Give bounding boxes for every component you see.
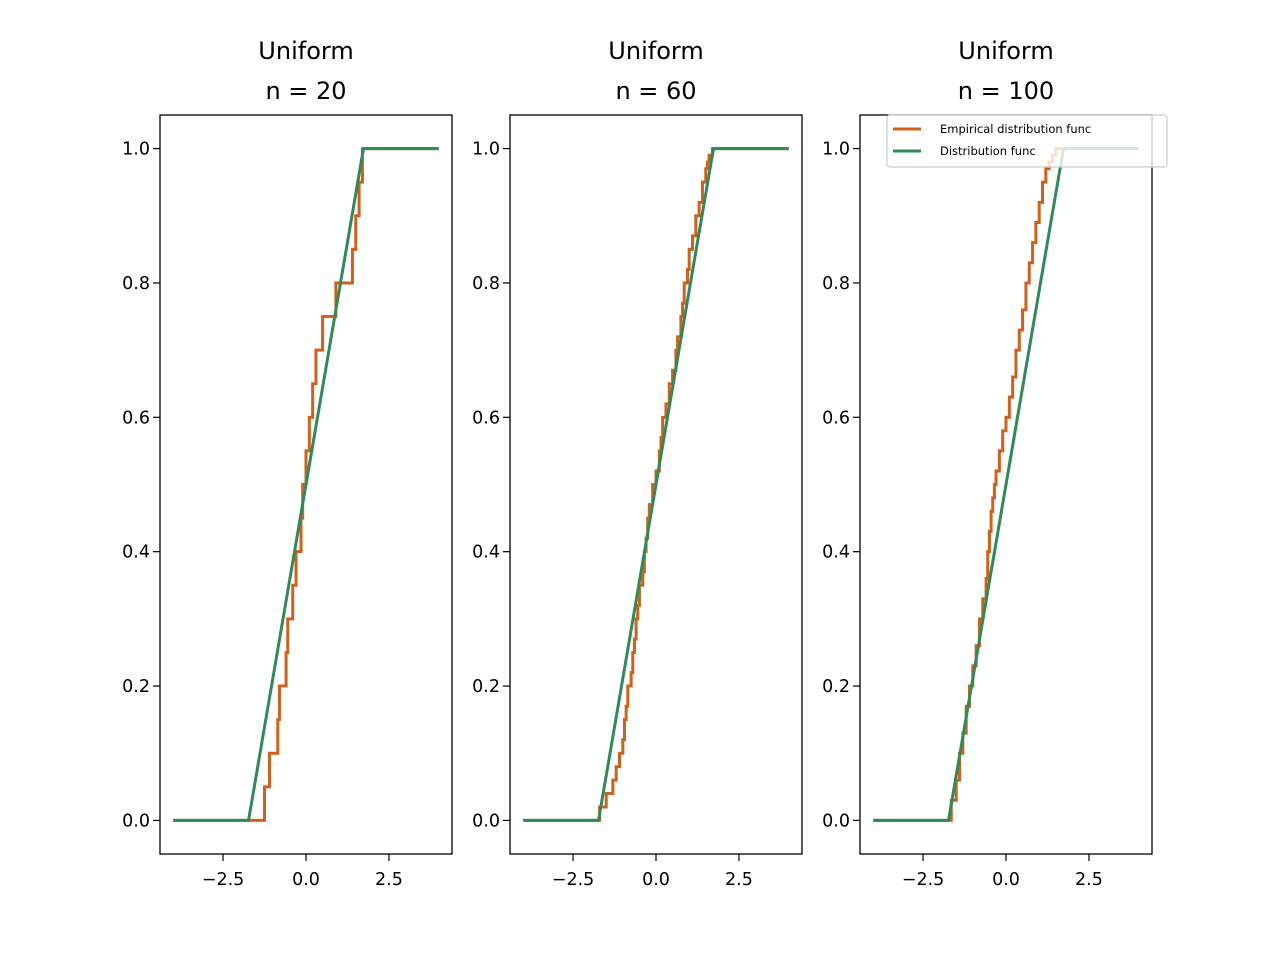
y-tick-label: 0.8 (822, 274, 850, 294)
x-tick-label: 2.5 (375, 870, 403, 890)
legend: Empirical distribution func Distribution … (886, 114, 1168, 168)
subplot-title: Uniform (958, 37, 1053, 65)
y-tick-label: 0.6 (472, 408, 500, 428)
y-tick-label: 1.0 (122, 140, 150, 160)
x-tick-label: 2.5 (725, 870, 753, 890)
legend-label-cdf: Distribution func (940, 144, 1036, 158)
y-tick-label: 0.0 (822, 811, 850, 831)
y-tick-label: 0.8 (472, 274, 500, 294)
y-tick-label: 1.0 (472, 140, 500, 160)
empirical-distribution-line (873, 147, 1063, 822)
y-tick-label: 1.0 (822, 140, 850, 160)
x-tick-label: 0.0 (292, 870, 320, 890)
y-tick-label: 0.6 (122, 408, 150, 428)
legend-label-empirical: Empirical distribution func (940, 122, 1091, 136)
x-tick-label: −2.5 (202, 870, 245, 890)
x-tick-label: −2.5 (902, 870, 945, 890)
subplot-title: Uniform (608, 37, 703, 65)
x-tick-label: 0.0 (992, 870, 1020, 890)
legend-box (886, 114, 1168, 168)
subplot-subtitle: n = 100 (958, 77, 1054, 105)
x-tick-label: 2.5 (1075, 870, 1103, 890)
y-tick-label: 0.4 (472, 543, 500, 563)
y-tick-label: 0.4 (822, 543, 850, 563)
subplot-2: −2.5 0.0 2.5 0.0 0.2 0.4 0.6 0.8 1.0 Uniform n = 6… (472, 37, 803, 890)
distribution-line (523, 147, 789, 822)
distribution-line (173, 147, 439, 822)
y-tick-label: 0.6 (822, 408, 850, 428)
y-tick-label: 0.0 (472, 811, 500, 831)
x-tick-label: −2.5 (552, 870, 595, 890)
y-tick-label: 0.0 (122, 811, 150, 831)
distribution-line (873, 147, 1139, 822)
subplot-1: −2.5 0.0 2.5 0.0 0.2 0.4 0.6 0.8 1.0 Uniform n = 2… (122, 37, 453, 890)
subplot-subtitle: n = 60 (615, 77, 696, 105)
y-tick-label: 0.2 (822, 677, 850, 697)
subplot-3: −2.5 0.0 2.5 0.0 0.2 0.4 0.6 0.8 1.0 Uniform n = 1… (822, 37, 1168, 890)
subplot-title: Uniform (258, 37, 353, 65)
empirical-distribution-line (173, 147, 439, 822)
subplot-subtitle: n = 20 (265, 77, 346, 105)
y-tick-label: 0.8 (122, 274, 150, 294)
x-tick-label: 0.0 (642, 870, 670, 890)
y-tick-label: 0.2 (472, 677, 500, 697)
y-tick-label: 0.4 (122, 543, 150, 563)
y-tick-label: 0.2 (122, 677, 150, 697)
